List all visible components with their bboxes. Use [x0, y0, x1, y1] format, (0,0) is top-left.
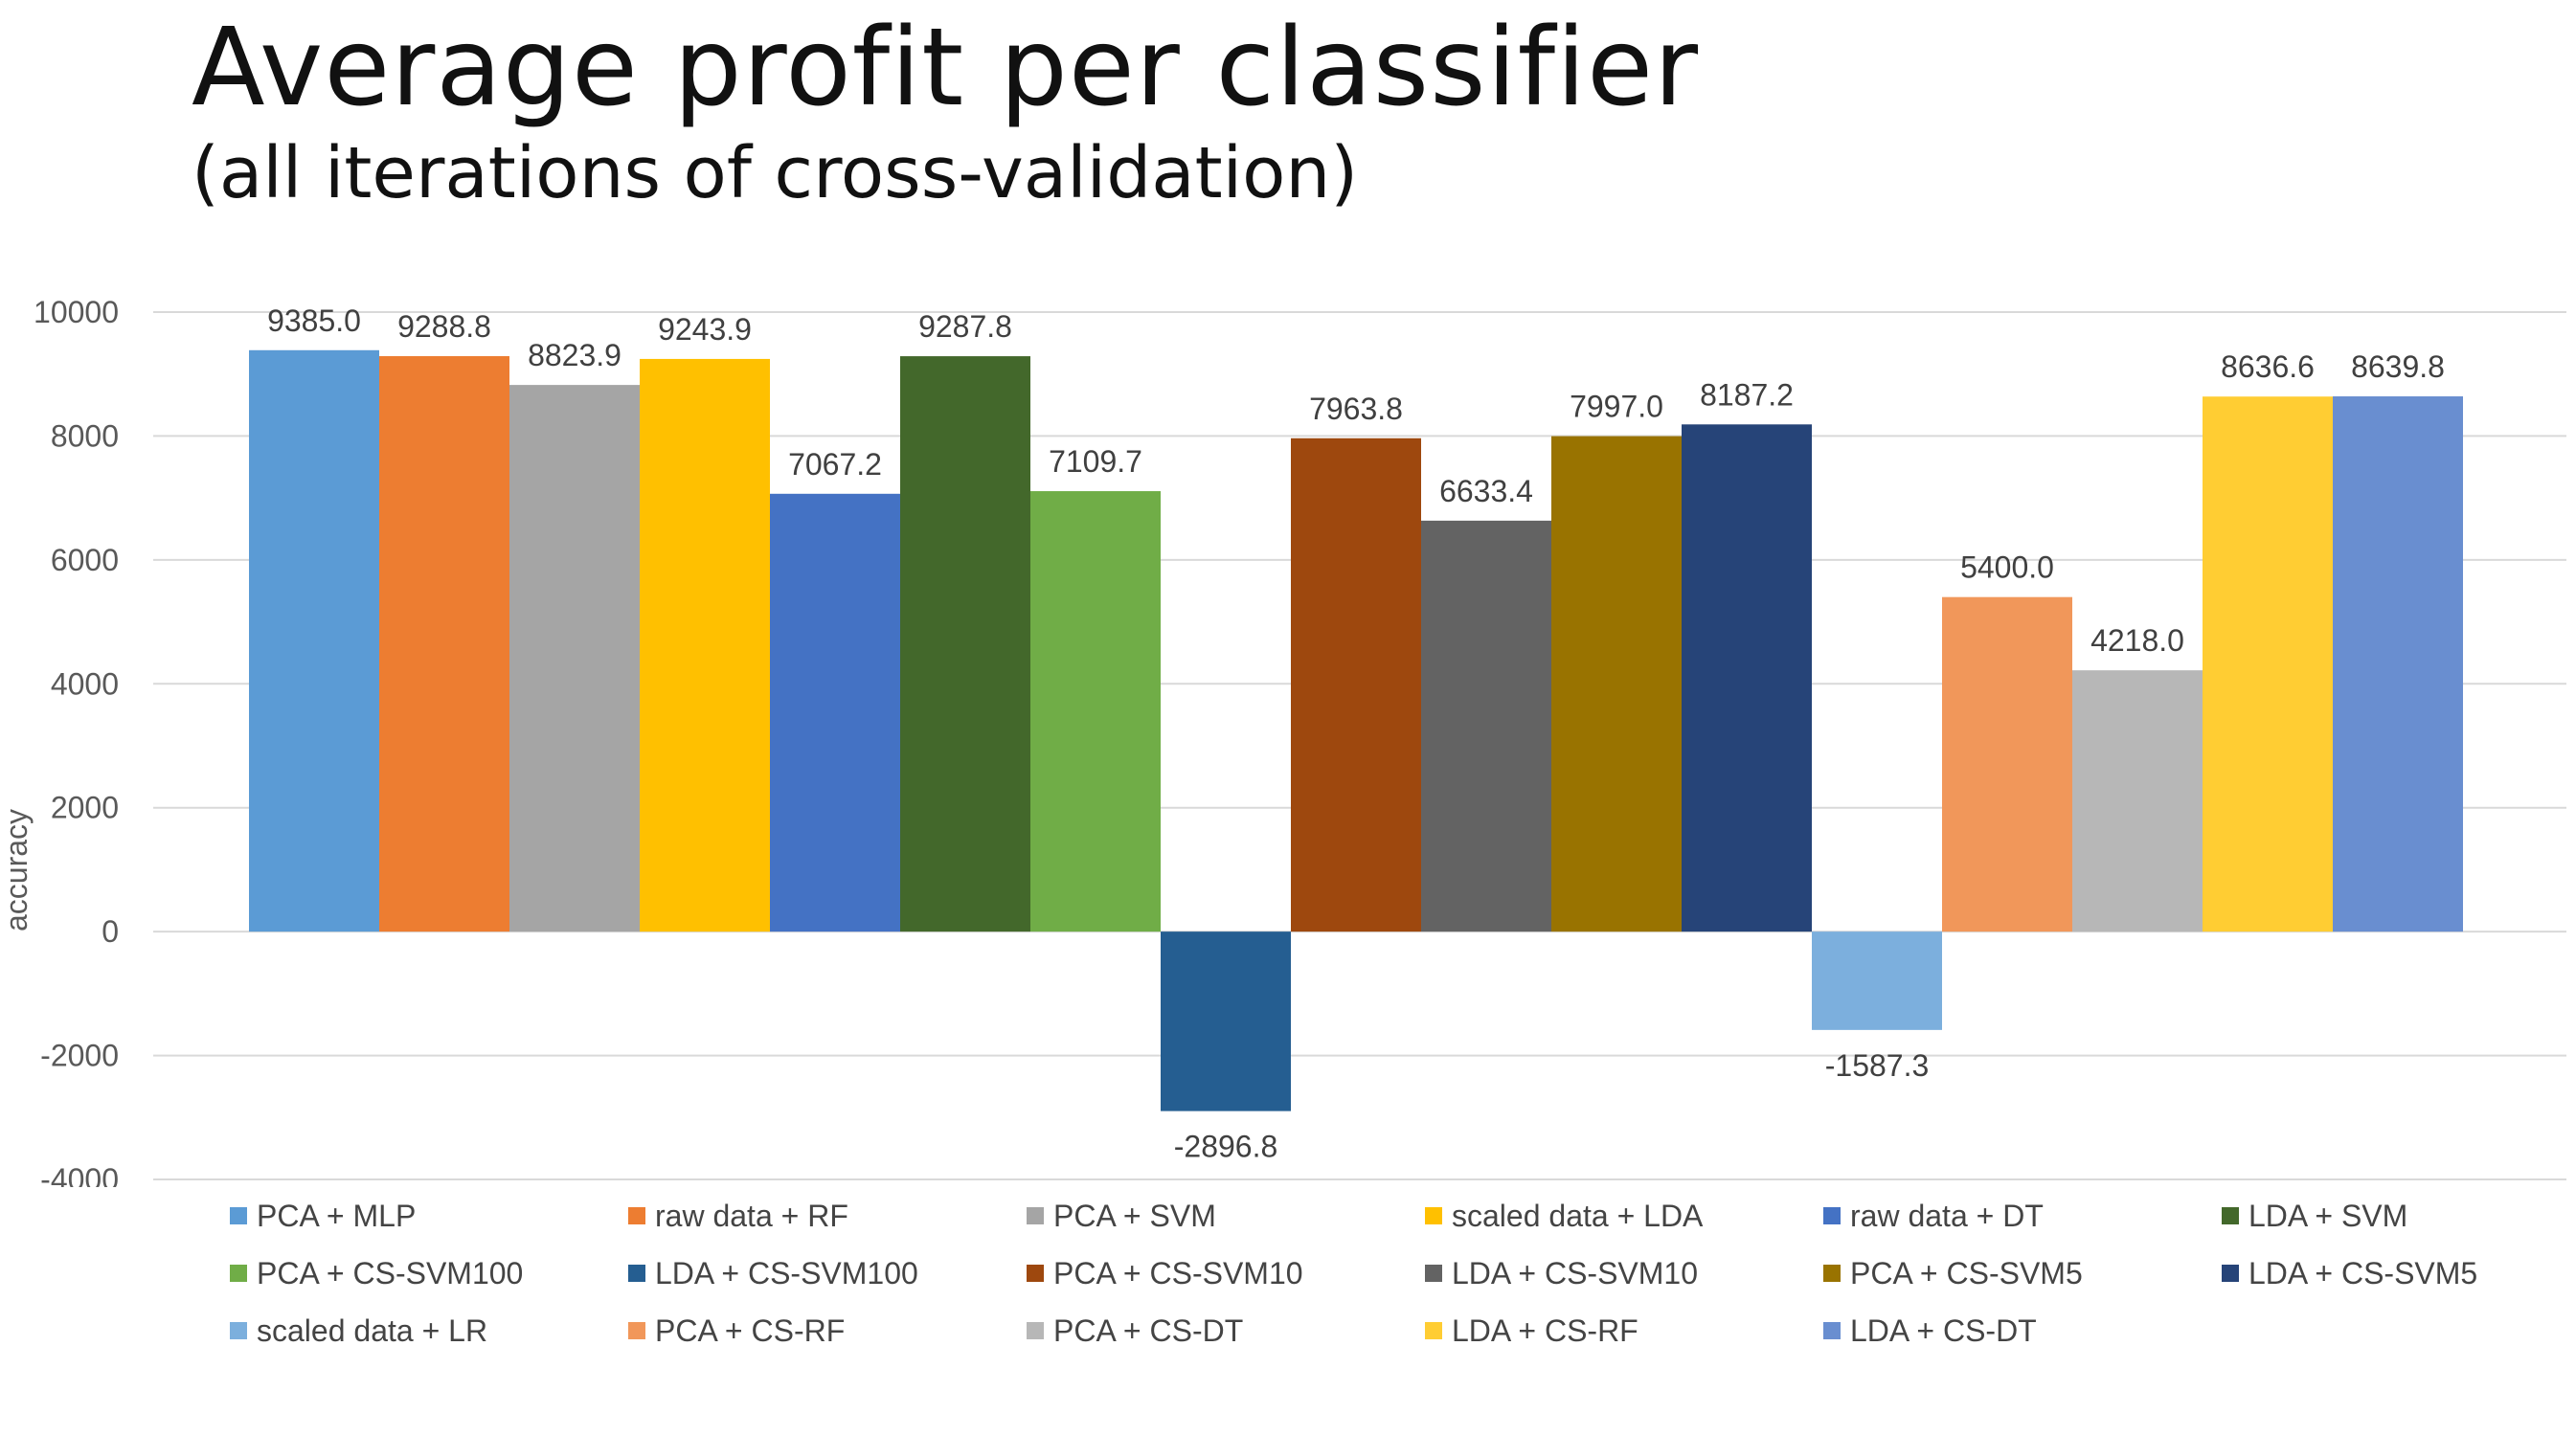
data-label: 7067.2 [788, 447, 882, 482]
legend-label: PCA + MLP [257, 1198, 417, 1233]
bar [1682, 424, 1812, 932]
bar [2203, 396, 2333, 932]
data-label: 9243.9 [658, 312, 752, 347]
legend-swatch [230, 1265, 247, 1282]
legend-label: LDA + CS-SVM5 [2248, 1255, 2478, 1290]
legend-swatch [230, 1207, 247, 1224]
legend-label: LDA + CS-DT [1850, 1313, 2037, 1348]
legend-label: PCA + CS-DT [1053, 1313, 1244, 1348]
data-label: 7997.0 [1570, 390, 1663, 424]
bar [1812, 931, 1942, 1030]
legend-label: PCA + CS-SVM10 [1053, 1255, 1303, 1290]
legend-item: LDA + CS-SVM100 [628, 1254, 918, 1292]
legend-label: LDA + CS-SVM10 [1452, 1255, 1698, 1290]
legend-item: LDA + CS-SVM5 [2222, 1254, 2477, 1292]
legend-swatch [1027, 1265, 1044, 1282]
legend-swatch [1823, 1265, 1841, 1282]
legend-item: LDA + CS-DT [1823, 1312, 2037, 1350]
legend-item: raw data + DT [1823, 1197, 2044, 1235]
data-label: 7109.7 [1049, 444, 1142, 479]
legend-swatch [1425, 1265, 1442, 1282]
legend-swatch [2222, 1207, 2239, 1224]
y-tick-label: 4000 [51, 666, 119, 701]
data-label: 7963.8 [1309, 392, 1403, 426]
y-tick-label: -2000 [40, 1039, 119, 1073]
legend-swatch [1425, 1207, 1442, 1224]
y-tick-label: 6000 [51, 543, 119, 577]
legend-swatch [1823, 1322, 1841, 1339]
legend-label: raw data + DT [1850, 1198, 2044, 1233]
bar [379, 356, 509, 932]
y-axis-label: accuracy [0, 809, 34, 931]
data-label: 8636.6 [2221, 349, 2315, 384]
y-tick-label: 2000 [51, 791, 119, 825]
legend-swatch [1027, 1207, 1044, 1224]
data-label: 5400.0 [1960, 550, 2054, 585]
bar-chart: -4000 -2000 0 2000 4000 6000 8000 10000 accuracy… [0, 295, 2566, 1187]
legend-label: LDA + CS-RF [1452, 1313, 1638, 1348]
data-label: -2896.8 [1174, 1130, 1278, 1164]
legend-label: PCA + SVM [1053, 1198, 1216, 1233]
legend-swatch [628, 1322, 645, 1339]
data-label: 9288.8 [397, 309, 491, 344]
data-label: 8823.9 [528, 338, 621, 372]
y-tick-label: -4000 [40, 1162, 119, 1187]
bar [1161, 931, 1291, 1111]
legend-item: LDA + CS-SVM10 [1425, 1254, 1698, 1292]
y-tick-label: 8000 [51, 418, 119, 453]
legend-swatch [2222, 1265, 2239, 1282]
legend-item: LDA + CS-RF [1425, 1312, 1638, 1350]
bar [900, 356, 1030, 932]
legend-swatch [1027, 1322, 1044, 1339]
legend-label: LDA + SVM [2248, 1198, 2408, 1233]
bar [509, 385, 640, 932]
y-tick-label: 0 [102, 914, 119, 949]
legend-item: PCA + CS-SVM100 [230, 1254, 523, 1292]
legend-swatch [1823, 1207, 1841, 1224]
legend-item: raw data + RF [628, 1197, 848, 1235]
chart-subtitle: (all iterations of cross-validation) [192, 132, 1359, 214]
legend-item: PCA + CS-RF [628, 1312, 845, 1350]
legend-item: PCA + CS-DT [1027, 1312, 1243, 1350]
legend-item: scaled data + LR [230, 1312, 487, 1350]
bar [1291, 438, 1421, 932]
legend-label: PCA + CS-SVM5 [1850, 1255, 2083, 1290]
data-label: 9287.8 [918, 309, 1012, 344]
legend-item: PCA + CS-SVM10 [1027, 1254, 1303, 1292]
legend-item: PCA + MLP [230, 1197, 416, 1235]
bar [1551, 436, 1682, 932]
legend-label: scaled data + LR [257, 1313, 488, 1348]
chart-title: Average profit per classifier [192, 6, 1700, 130]
bar [249, 349, 379, 932]
data-label: 8639.8 [2351, 349, 2445, 384]
legend-swatch [628, 1265, 645, 1282]
data-label: 9385.0 [267, 303, 361, 338]
data-label: 6633.4 [1439, 474, 1533, 508]
data-label: 4218.0 [2090, 623, 2184, 658]
bar [640, 358, 770, 932]
legend-swatch [1425, 1322, 1442, 1339]
data-label: -1587.3 [1825, 1048, 1930, 1083]
legend-label: scaled data + LDA [1452, 1198, 1704, 1233]
legend-swatch [230, 1322, 247, 1339]
legend-label: raw data + RF [655, 1198, 848, 1233]
legend-item: scaled data + LDA [1425, 1197, 1703, 1235]
bar [770, 493, 900, 932]
legend-label: LDA + CS-SVM100 [655, 1255, 918, 1290]
bar [2072, 670, 2203, 932]
legend-swatch [628, 1207, 645, 1224]
bar [1421, 520, 1551, 932]
bar [1030, 491, 1161, 932]
y-tick-label: 10000 [34, 295, 119, 329]
legend-label: PCA + CS-RF [655, 1313, 846, 1348]
bar [1942, 596, 2072, 932]
legend-item: PCA + CS-SVM5 [1823, 1254, 2083, 1292]
bar [2333, 396, 2463, 932]
legend-item: LDA + SVM [2222, 1197, 2407, 1235]
legend-item: PCA + SVM [1027, 1197, 1216, 1235]
legend-label: PCA + CS-SVM100 [257, 1255, 524, 1290]
data-label: 8187.2 [1700, 377, 1794, 412]
